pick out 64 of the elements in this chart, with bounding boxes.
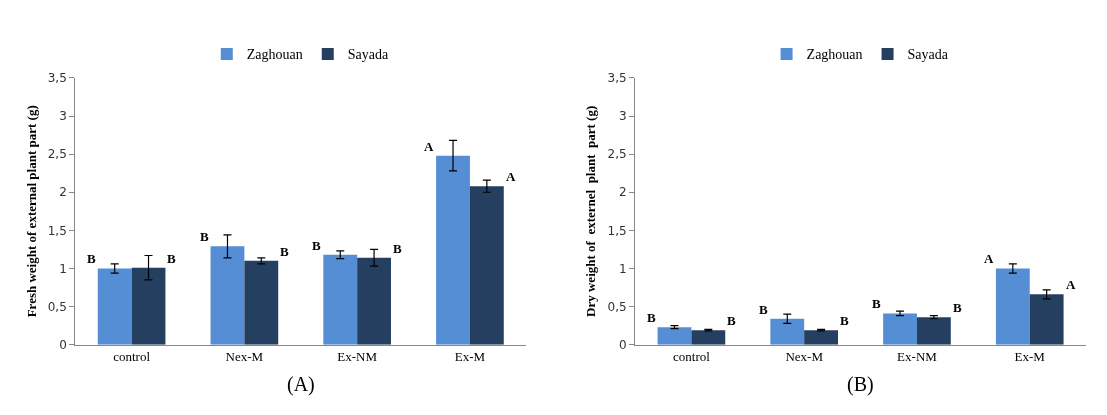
y-tick-label: 2 [618,185,627,200]
data-label: B [200,229,209,244]
bar [357,257,391,345]
data-label: A [984,251,994,266]
y-tick-label: 3 [618,109,627,124]
data-label: A [506,169,516,184]
legend-label: Sayada [347,47,389,63]
data-label: B [872,296,881,311]
x-tick-label: Ex-NM [897,349,938,365]
bar [244,260,279,345]
y-tick-label: 0 [59,337,67,352]
legend-label: Sayada [907,47,949,63]
y-tick-label: 1,5 [607,223,627,238]
data-label: B [167,251,176,266]
data-label: B [312,238,321,253]
x-tick-label: Ex-M [1014,349,1046,365]
x-tick-label: Ex-NM [337,349,378,365]
bar [323,254,358,345]
y-tick-label: 2,5 [47,147,67,162]
y-tick-label: 3,5 [607,71,627,86]
x-tick-label: Nex-M [225,349,264,365]
data-label: B [280,244,289,259]
data-label: B [759,302,768,317]
y-tick-label: 1 [618,261,627,276]
y-tick-label: 3,5 [47,71,67,86]
bar [131,267,166,345]
text: (B) [847,373,874,396]
y-axis-title: Fresh weight of external plant part (g) [23,105,39,318]
data-label: B [727,313,736,328]
y-tick-label: 3 [59,109,67,124]
bar [469,186,504,345]
data-label: B [840,313,849,328]
bar [995,268,1030,345]
y-tick-label: 1 [59,261,67,276]
bar [691,330,726,345]
data-label: A [424,139,434,154]
y-axis-title: Dry weight of externel plant part (g) [583,105,599,317]
data-label: B [87,251,96,266]
y-tick-label: 0 [618,337,627,352]
x-tick-label: Ex-M [454,349,486,365]
bar [97,268,132,345]
data-label: B [647,310,656,325]
bar [916,317,951,345]
bar [657,327,692,345]
data-label: A [1066,277,1076,292]
y-tick-label: 0,5 [607,299,627,314]
y-tick-label: 0,5 [47,299,67,314]
text: (A) [287,373,315,396]
data-label: B [393,241,402,256]
bar [804,330,839,345]
bar [770,318,805,345]
legend-label: Zaghouan [246,47,303,63]
y-tick-label: 1,5 [47,223,67,238]
y-tick-label: 2 [59,185,67,200]
bar [883,313,917,345]
x-tick-label: control [673,349,711,365]
bar [1029,294,1064,345]
bar [210,246,245,345]
x-tick-label: control [113,349,151,365]
x-tick-label: Nex-M [785,349,824,365]
data-label: B [953,300,962,315]
bar [436,155,470,345]
legend-label: Zaghouan [806,47,863,63]
y-tick-label: 2,5 [607,147,627,162]
